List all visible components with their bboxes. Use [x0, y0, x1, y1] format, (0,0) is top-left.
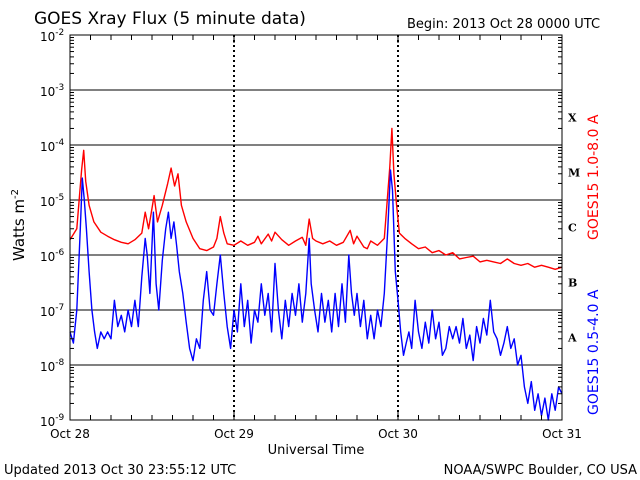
legend-short-channel: GOES15 0.5-4.0 A [586, 289, 602, 415]
y-tick-label: 10-5 [40, 193, 64, 209]
begin-label: Begin: 2013 Oct 28 0000 UTC [407, 17, 600, 32]
y-axis-label-base: Watts m [10, 199, 28, 261]
x-tick-label: Oct 31 [542, 427, 582, 441]
series-line-long-channel [69, 127, 563, 270]
series-layer [69, 127, 563, 421]
x-axis-label: Universal Time [268, 443, 365, 458]
y-tick-label: 10-2 [40, 28, 64, 44]
y-tick-labels: 10-2 10-3 10-4 10-5 10-6 10-7 10-8 10-9 [40, 28, 65, 429]
y-axis-label: Watts m-2 [10, 189, 28, 261]
x-tick-labels: Oct 28 Oct 29 Oct 30 Oct 31 [50, 427, 582, 441]
flare-class-label: M [568, 167, 580, 180]
series-line-short-channel [69, 169, 563, 421]
y-tick-label: 10-9 [40, 413, 65, 429]
flare-class-label: X [568, 112, 577, 125]
y-tick-label: 10-4 [40, 138, 65, 154]
axes [69, 34, 563, 421]
legend-long-channel: GOES15 1.0-8.0 A [586, 114, 602, 240]
x-tick-label: Oct 29 [214, 427, 254, 441]
updated-timestamp: Updated 2013 Oct 30 23:55:12 UTC [4, 463, 236, 478]
chart-title: GOES Xray Flux (5 minute data) [34, 9, 306, 29]
y-tick-label: 10-6 [40, 248, 65, 264]
flare-class-label: B [568, 277, 577, 290]
x-tick-label: Oct 30 [378, 427, 418, 441]
y-tick-label: 10-7 [40, 303, 64, 319]
x-tick-label: Oct 28 [50, 427, 90, 441]
source-credit: NOAA/SWPC Boulder, CO USA [444, 463, 637, 478]
flare-class-label: C [568, 222, 577, 235]
flare-class-label: A [567, 332, 577, 345]
y-axis-label-exponent: -2 [10, 189, 21, 199]
flare-class-labels: X M C B A [567, 112, 580, 345]
y-tick-label: 10-8 [40, 358, 65, 374]
y-tick-label: 10-3 [40, 83, 64, 99]
